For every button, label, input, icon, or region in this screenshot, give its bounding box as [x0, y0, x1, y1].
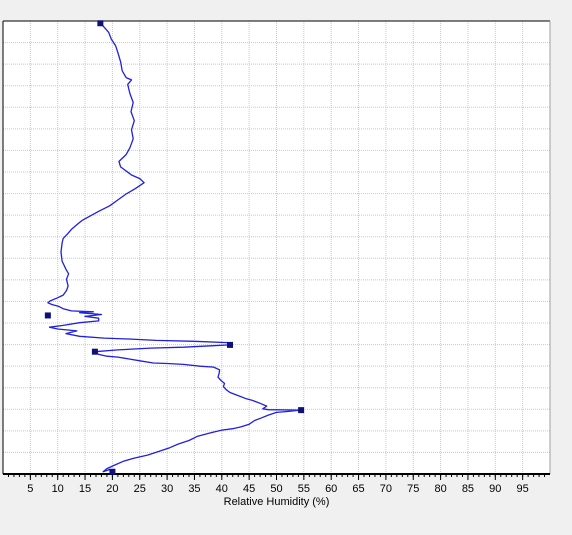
- grid: [3, 21, 550, 474]
- x-tick-label: 35: [188, 483, 200, 495]
- x-tick-label: 85: [462, 483, 474, 495]
- x-tick-label: 95: [517, 483, 529, 495]
- data-point-marker: [44, 312, 51, 319]
- x-tick-label: 15: [79, 483, 91, 495]
- data-point-marker: [298, 407, 305, 414]
- series-line: [47, 22, 302, 473]
- x-tick-label: 40: [216, 483, 228, 495]
- data-point-marker: [97, 20, 104, 27]
- x-tick-label: 65: [352, 483, 364, 495]
- x-axis: 5 10 15 20 25 30 35 40 45 50 55 60 65 70 75 80 85 90 95: [7, 474, 546, 495]
- series-group: [44, 20, 305, 475]
- x-tick-label: 30: [161, 483, 173, 495]
- x-tick-label: 25: [134, 483, 146, 495]
- x-tick-label: 5: [27, 483, 33, 495]
- x-tick-label: 80: [434, 483, 446, 495]
- x-tick-label: 75: [407, 483, 419, 495]
- x-tick-label: 90: [489, 483, 501, 495]
- x-tick-label: 45: [243, 483, 255, 495]
- x-tick-label: 10: [52, 483, 64, 495]
- data-point-marker: [91, 348, 98, 355]
- x-tick-label: 50: [270, 483, 282, 495]
- data-point-marker: [227, 341, 234, 348]
- x-tick-label: 55: [298, 483, 310, 495]
- x-tick-label: 70: [380, 483, 392, 495]
- data-point-marker: [109, 468, 116, 475]
- x-axis-label: Relative Humidity (%): [224, 496, 330, 508]
- x-tick-label: 60: [325, 483, 337, 495]
- x-tick-label: 20: [106, 483, 118, 495]
